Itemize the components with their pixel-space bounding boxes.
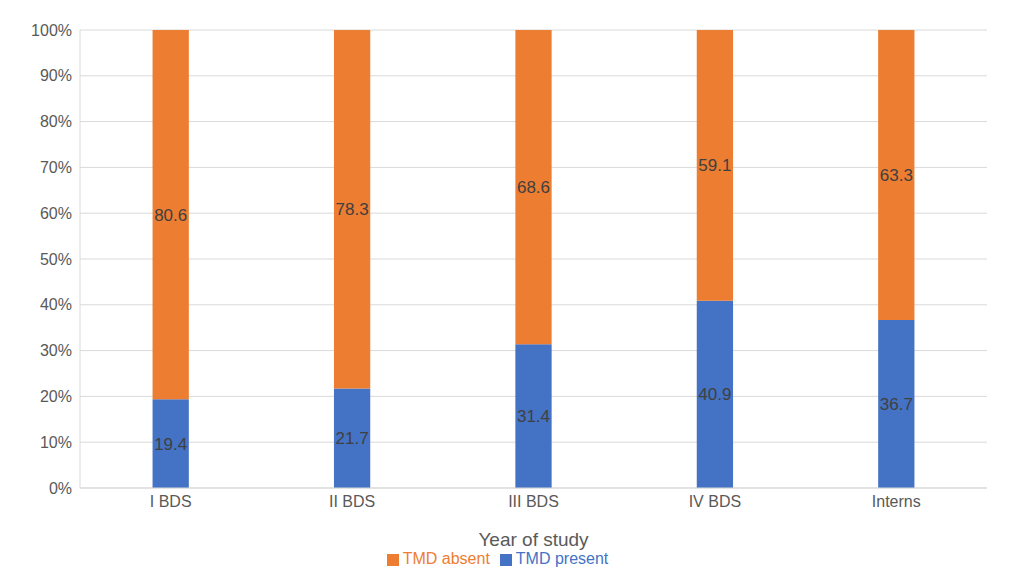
- svg-text:90%: 90%: [40, 67, 72, 84]
- svg-text:80%: 80%: [40, 113, 72, 130]
- svg-text:II BDS: II BDS: [329, 493, 375, 510]
- svg-text:78.3: 78.3: [336, 200, 369, 219]
- html-text:TMD present: TMD present: [515, 550, 609, 567]
- svg-text:10%: 10%: [40, 434, 72, 451]
- svg-text:31.4: 31.4: [517, 407, 550, 426]
- svg-text:36.7: 36.7: [880, 395, 913, 414]
- svg-text:IV BDS: IV BDS: [689, 493, 741, 510]
- svg-text:59.1: 59.1: [698, 156, 731, 175]
- svg-text:70%: 70%: [40, 159, 72, 176]
- svg-text:0%: 0%: [49, 480, 72, 497]
- svg-text:100%: 100%: [31, 22, 72, 39]
- svg-text:21.7: 21.7: [336, 429, 369, 448]
- svg-text:80.6: 80.6: [154, 206, 187, 225]
- svg-text:30%: 30%: [40, 342, 72, 359]
- svg-text:I BDS: I BDS: [150, 493, 192, 510]
- svg-text:40%: 40%: [40, 296, 72, 313]
- svg-text:50%: 50%: [40, 251, 72, 268]
- svg-text:Interns: Interns: [872, 493, 921, 510]
- svg-text:19.4: 19.4: [154, 435, 187, 454]
- svg-text:60%: 60%: [40, 205, 72, 222]
- svg-text:Year of study: Year of study: [478, 529, 589, 550]
- html-text:TMD absent: TMD absent: [402, 550, 490, 567]
- svg-text:63.3: 63.3: [880, 166, 913, 185]
- svg-text:40.9: 40.9: [698, 385, 731, 404]
- svg-text:III BDS: III BDS: [508, 493, 559, 510]
- svg-text:68.6: 68.6: [517, 178, 550, 197]
- svg-text:20%: 20%: [40, 388, 72, 405]
